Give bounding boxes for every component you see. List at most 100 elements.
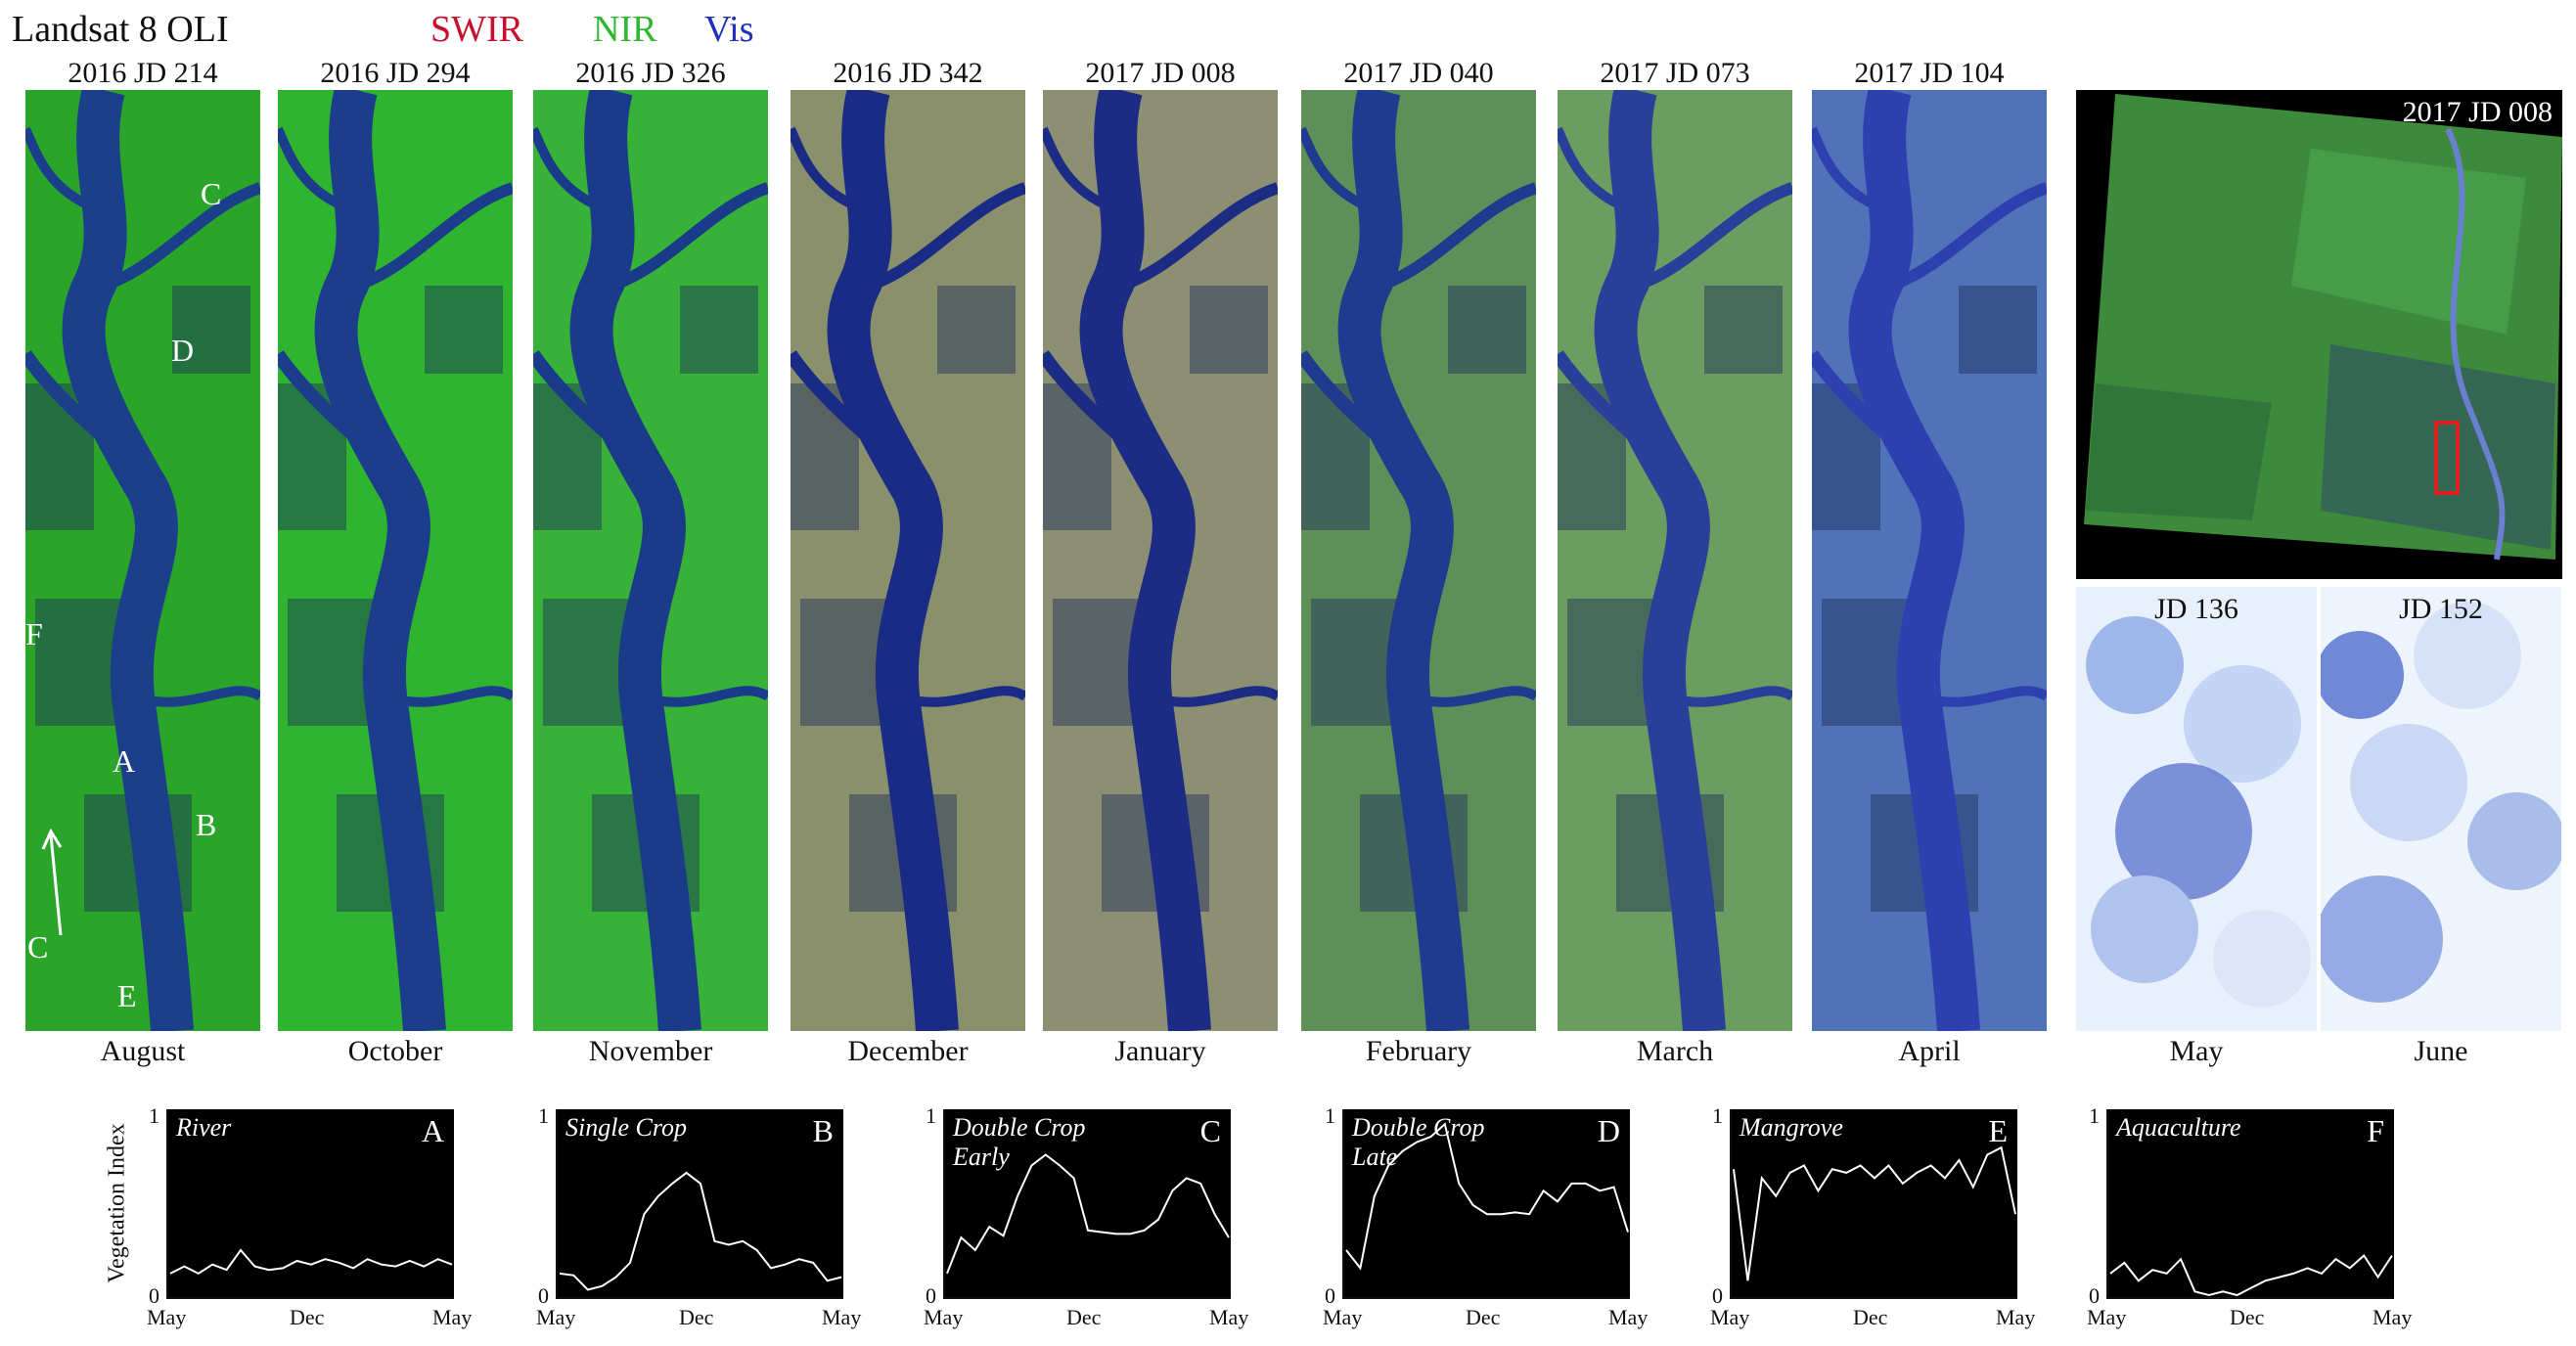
image-panel-7: [1812, 90, 2047, 1031]
satellite-image-5: [1301, 90, 1536, 1031]
plot-a: River A: [166, 1109, 454, 1299]
xtick-f-0: May: [2087, 1305, 2127, 1329]
plot-letter-d: D: [1597, 1113, 1620, 1148]
xtick-b-0: May: [536, 1305, 576, 1329]
ytick-min-e: 0: [1712, 1283, 1723, 1308]
image-panel-6: [1558, 90, 1792, 1031]
panel-date-5: 2017 JD 040: [1343, 57, 1494, 89]
month-label-june: June: [2414, 1035, 2468, 1067]
panel-month-7: April: [1898, 1035, 1961, 1067]
plot-svg-e: [1733, 1145, 2016, 1281]
xtick-c-0: May: [924, 1305, 964, 1329]
map-label-e-5: E: [117, 978, 137, 1013]
panel-month-3: December: [847, 1035, 969, 1067]
xtick-a-0: May: [147, 1305, 187, 1329]
series-line-b: [559, 1171, 842, 1291]
plot-title-e: Mangrove: [1740, 1113, 1843, 1142]
map-label-d-4: D: [171, 333, 195, 368]
xtick-d-0: May: [1323, 1305, 1363, 1329]
panel-date-4: 2017 JD 008: [1085, 57, 1236, 89]
plot-letter-a: A: [421, 1113, 444, 1148]
plot-f: Aquaculture F: [2106, 1109, 2394, 1299]
panel-month-5: February: [1365, 1035, 1472, 1067]
band-legend-nir: NIR: [593, 9, 657, 50]
plot-svg-f: [2109, 1253, 2393, 1297]
cloud-panel-may: JD 136: [2076, 587, 2317, 1031]
cloud-date-june: JD 152: [2399, 593, 2483, 625]
image-panel-0: [25, 90, 260, 1031]
map-label-f-6: F: [25, 616, 43, 651]
panel-date-3: 2016 JD 342: [833, 57, 983, 89]
series-line-f: [2109, 1253, 2393, 1297]
xtick-c-2: May: [1209, 1305, 1249, 1329]
map-label-c-3: C: [201, 176, 222, 211]
panel-date-7: 2017 JD 104: [1854, 57, 2005, 89]
satellite-image-4: [1043, 90, 1278, 1031]
plot-letter-f: F: [2367, 1113, 2384, 1148]
xtick-d-2: May: [1608, 1305, 1649, 1329]
panel-date-0: 2016 JD 214: [68, 57, 218, 89]
xtick-a-1: Dec: [290, 1305, 325, 1329]
panel-date-1: 2016 JD 294: [320, 57, 471, 89]
ytick-min-d: 0: [1325, 1283, 1335, 1308]
band-legend-vis: Vis: [704, 9, 754, 50]
map-label-a-0: A: [113, 743, 136, 779]
plot-svg-b: [559, 1171, 842, 1291]
plot-title-b: Single Crop: [565, 1113, 687, 1142]
plot-b: Single Crop B: [556, 1109, 843, 1299]
ytick-max-c: 1: [926, 1103, 936, 1128]
panel-date-2: 2016 JD 326: [575, 57, 726, 89]
ytick-max-b: 1: [538, 1103, 549, 1128]
figure-title: Landsat 8 OLI: [12, 9, 229, 50]
plot-letter-b: B: [812, 1113, 834, 1148]
image-panel-3: [791, 90, 1025, 1031]
xtick-b-1: Dec: [679, 1305, 714, 1329]
plot-svg-a: [169, 1248, 453, 1276]
xtick-e-0: May: [1710, 1305, 1750, 1329]
map-label-c-2: C: [27, 929, 49, 965]
panel-month-2: November: [588, 1035, 713, 1067]
band-legend-swir: SWIR: [430, 9, 523, 50]
series-line-d: [1345, 1122, 1629, 1271]
xtick-f-1: Dec: [2230, 1305, 2265, 1329]
image-panel-1: [278, 90, 513, 1031]
satellite-image-2: [533, 90, 768, 1031]
ytick-max-a: 1: [149, 1103, 159, 1128]
plot-letter-c: C: [1199, 1113, 1221, 1148]
plot-title-c: Double Crop Early: [953, 1113, 1086, 1171]
series-line-a: [169, 1248, 453, 1276]
series-line-e: [1733, 1145, 2016, 1281]
xtick-e-1: Dec: [1853, 1305, 1888, 1329]
xtick-b-2: May: [822, 1305, 862, 1329]
ytick-max-d: 1: [1325, 1103, 1335, 1128]
ytick-min-a: 0: [149, 1283, 159, 1308]
panel-date-6: 2017 JD 073: [1600, 57, 1750, 89]
ytick-min-b: 0: [538, 1283, 549, 1308]
xtick-c-1: Dec: [1066, 1305, 1102, 1329]
satellite-image-3: [791, 90, 1025, 1031]
plot-e: Mangrove E: [1730, 1109, 2017, 1299]
study-area-box: [2434, 421, 2460, 495]
ytick-min-f: 0: [2089, 1283, 2100, 1308]
cloud-image-june: [2321, 587, 2561, 1031]
overview-image: [2076, 90, 2562, 579]
panel-month-4: January: [1114, 1035, 1206, 1067]
satellite-image-0: [25, 90, 260, 1031]
map-label-b-1: B: [196, 807, 217, 842]
cloud-image-may: [2076, 587, 2317, 1031]
cloud-panel-june: JD 152: [2321, 587, 2561, 1031]
satellite-image-1: [278, 90, 513, 1031]
xtick-e-2: May: [1996, 1305, 2036, 1329]
xtick-d-1: Dec: [1466, 1305, 1501, 1329]
plot-svg-c: [946, 1153, 1230, 1275]
panel-month-6: March: [1636, 1035, 1714, 1067]
y-axis-label: Vegetation Index: [104, 1123, 130, 1283]
image-panel-5: [1301, 90, 1536, 1031]
plot-d: Double Crop Late D: [1342, 1109, 1630, 1299]
cloud-date-may: JD 136: [2154, 593, 2238, 625]
panel-month-0: August: [100, 1035, 186, 1067]
satellite-image-7: [1812, 90, 2047, 1031]
ytick-min-c: 0: [926, 1283, 936, 1308]
ytick-max-e: 1: [1712, 1103, 1723, 1128]
series-line-c: [946, 1153, 1230, 1275]
